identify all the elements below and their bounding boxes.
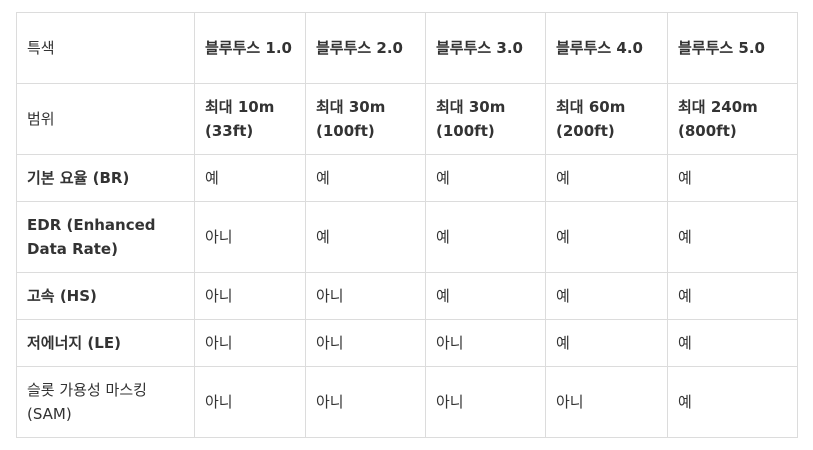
value-cell: 아니 <box>545 366 668 438</box>
value-cell: 아니 <box>194 272 306 320</box>
value-cell: 아니 <box>194 319 306 367</box>
header-row: 특색 블루투스 1.0 블루투스 2.0 블루투스 3.0 블루투스 4.0 블… <box>16 12 798 84</box>
table-row: 기본 요율 (BR) 예 예 예 예 예 <box>16 154 798 202</box>
value-cell: 최대 240m (800ft) <box>667 83 798 155</box>
value-cell: 예 <box>667 319 798 367</box>
value-cell: 예 <box>667 272 798 320</box>
table-row: 슬롯 가용성 마스킹 (SAM) 아니 아니 아니 아니 예 <box>16 366 798 438</box>
value-cell: 아니 <box>194 201 306 273</box>
header-version-cell: 블루투스 4.0 <box>545 12 668 84</box>
feature-label-cell: 범위 <box>16 83 195 155</box>
value-cell: 아니 <box>425 319 546 367</box>
value-cell: 예 <box>667 154 798 202</box>
feature-label-cell: 기본 요율 (BR) <box>16 154 195 202</box>
header-version-cell: 블루투스 3.0 <box>425 12 546 84</box>
bluetooth-comparison-table: 특색 블루투스 1.0 블루투스 2.0 블루투스 3.0 블루투스 4.0 블… <box>16 12 798 438</box>
value-cell: 최대 30m (100ft) <box>425 83 546 155</box>
header-version-cell: 블루투스 5.0 <box>667 12 798 84</box>
feature-label-cell: 고속 (HS) <box>16 272 195 320</box>
value-cell: 예 <box>425 154 546 202</box>
feature-label-cell: EDR (Enhanced Data Rate) <box>16 201 195 273</box>
table-row: EDR (Enhanced Data Rate) 아니 예 예 예 예 <box>16 201 798 273</box>
value-cell: 최대 60m (200ft) <box>545 83 668 155</box>
value-cell: 아니 <box>194 366 306 438</box>
value-cell: 아니 <box>305 366 426 438</box>
value-cell: 예 <box>305 201 426 273</box>
value-cell: 아니 <box>305 319 426 367</box>
value-cell: 예 <box>194 154 306 202</box>
value-cell: 최대 10m (33ft) <box>194 83 306 155</box>
value-cell: 최대 30m (100ft) <box>305 83 426 155</box>
value-cell: 예 <box>545 272 668 320</box>
table-row: 범위 최대 10m (33ft) 최대 30m (100ft) 최대 30m (… <box>16 83 798 155</box>
value-cell: 예 <box>545 154 668 202</box>
value-cell: 예 <box>667 201 798 273</box>
table-row: 저에너지 (LE) 아니 아니 아니 예 예 <box>16 319 798 367</box>
value-cell: 아니 <box>425 366 546 438</box>
feature-label-cell: 슬롯 가용성 마스킹 (SAM) <box>16 366 195 438</box>
table-row: 고속 (HS) 아니 아니 예 예 예 <box>16 272 798 320</box>
value-cell: 예 <box>425 201 546 273</box>
value-cell: 예 <box>545 319 668 367</box>
value-cell: 예 <box>305 154 426 202</box>
header-version-cell: 블루투스 2.0 <box>305 12 426 84</box>
comparison-table-container: 특색 블루투스 1.0 블루투스 2.0 블루투스 3.0 블루투스 4.0 블… <box>16 12 798 438</box>
value-cell: 아니 <box>305 272 426 320</box>
value-cell: 예 <box>425 272 546 320</box>
feature-label-cell: 저에너지 (LE) <box>16 319 195 367</box>
header-version-cell: 블루투스 1.0 <box>194 12 306 84</box>
value-cell: 예 <box>545 201 668 273</box>
header-feature-cell: 특색 <box>16 12 195 84</box>
value-cell: 예 <box>667 366 798 438</box>
